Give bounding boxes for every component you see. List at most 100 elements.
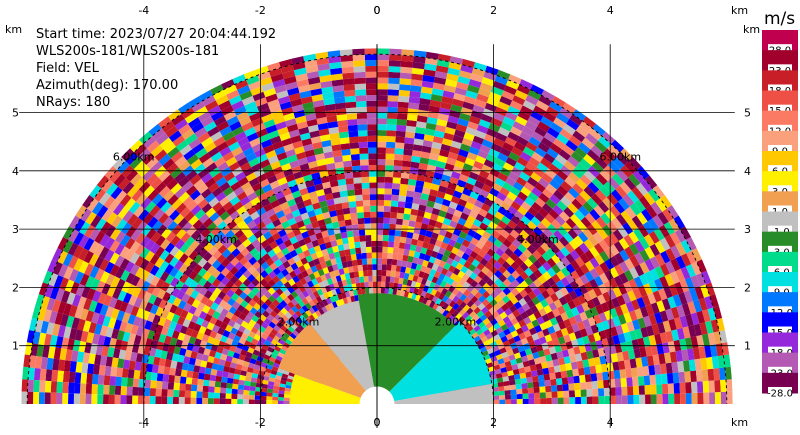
velocity-gate	[620, 377, 628, 387]
velocity-gate	[331, 79, 344, 87]
velocity-gate	[680, 393, 686, 404]
velocity-gate	[541, 289, 550, 299]
velocity-gate	[261, 321, 269, 329]
velocity-gate	[386, 141, 396, 149]
velocity-gate	[691, 381, 698, 393]
velocity-gate	[263, 244, 273, 254]
velocity-gate	[170, 151, 184, 163]
velocity-gate	[143, 387, 151, 397]
velocity-gate	[289, 204, 299, 213]
velocity-gate	[422, 259, 429, 267]
velocity-gate	[226, 205, 237, 216]
velocity-gate	[280, 380, 287, 385]
velocity-gate	[183, 266, 194, 277]
velocity-gate	[514, 352, 522, 359]
velocity-gate	[230, 224, 241, 235]
velocity-gate	[324, 241, 332, 249]
velocity-gate	[294, 214, 303, 223]
velocity-gate	[314, 105, 326, 114]
velocity-gate	[99, 258, 110, 272]
velocity-gate	[570, 361, 578, 370]
velocity-gate	[538, 380, 546, 387]
velocity-gate	[267, 130, 280, 140]
velocity-gate	[522, 302, 531, 312]
velocity-gate	[613, 241, 625, 253]
velocity-gate	[292, 254, 301, 263]
velocity-gate	[320, 286, 328, 294]
velocity-gate	[226, 89, 240, 101]
velocity-gate	[414, 294, 421, 302]
velocity-gate	[399, 236, 407, 244]
velocity-gate	[99, 246, 110, 259]
velocity-gate	[354, 294, 359, 302]
velocity-gate	[198, 310, 208, 320]
velocity-gate	[316, 288, 324, 296]
velocity-gate	[159, 271, 170, 282]
velocity-gate	[73, 245, 84, 259]
velocity-gate	[223, 110, 237, 121]
velocity-gate	[368, 153, 377, 160]
velocity-gate	[580, 216, 592, 228]
velocity-gate	[138, 148, 151, 161]
velocity-gate	[292, 228, 302, 237]
velocity-gate	[510, 261, 520, 271]
velocity-gate	[551, 219, 562, 230]
velocity-gate	[658, 353, 666, 365]
velocity-gate	[331, 144, 342, 152]
velocity-gate	[422, 139, 433, 148]
velocity-gate	[216, 120, 230, 132]
velocity-gate	[210, 84, 224, 96]
velocity-gate	[104, 365, 112, 376]
velocity-gate	[518, 297, 527, 307]
velocity-gate	[270, 254, 280, 263]
velocity-gate	[549, 372, 556, 380]
velocity-gate	[249, 247, 259, 257]
velocity-gate	[231, 146, 243, 157]
velocity-gate	[388, 229, 396, 236]
velocity-gate	[214, 319, 223, 328]
velocity-gate	[77, 296, 87, 309]
velocity-gate	[317, 63, 330, 71]
velocity-gate	[236, 205, 247, 216]
velocity-gate	[188, 357, 196, 366]
velocity-gate	[607, 160, 621, 174]
velocity-gate	[212, 310, 221, 320]
velocity-gate	[517, 191, 528, 202]
velocity-gate	[612, 361, 620, 371]
velocity-gate	[430, 250, 439, 259]
velocity-gate	[512, 95, 526, 106]
velocity-gate	[631, 215, 643, 228]
velocity-gate	[656, 394, 663, 404]
velocity-gate	[250, 377, 258, 383]
velocity-gate	[586, 197, 598, 209]
velocity-gate	[521, 324, 529, 333]
velocity-gate	[166, 311, 175, 321]
velocity-gate	[70, 281, 80, 295]
velocity-gate	[286, 231, 296, 240]
velocity-gate	[385, 165, 394, 172]
velocity-gate	[525, 161, 537, 172]
velocity-gate	[560, 196, 572, 207]
velocity-gate	[468, 79, 482, 88]
velocity-gate	[68, 393, 74, 404]
velocity-gate	[612, 286, 622, 298]
velocity-gate	[499, 147, 512, 157]
velocity-gate	[88, 240, 100, 254]
velocity-gate	[260, 198, 271, 208]
velocity-gate	[310, 88, 323, 97]
velocity-gate	[575, 267, 585, 278]
velocity-gate	[535, 363, 543, 371]
velocity-gate	[430, 183, 440, 191]
velocity-gate	[545, 198, 557, 209]
velocity-gate	[52, 261, 63, 276]
velocity-gate	[540, 217, 552, 228]
velocity-gate	[629, 267, 639, 279]
velocity-gate	[496, 234, 507, 244]
velocity-gate	[298, 300, 305, 308]
velocity-gate	[279, 383, 286, 388]
velocity-gate	[176, 361, 184, 370]
velocity-gate	[412, 232, 420, 240]
velocity-gate	[292, 61, 306, 71]
velocity-gate	[586, 299, 596, 310]
velocity-gate	[61, 337, 70, 350]
